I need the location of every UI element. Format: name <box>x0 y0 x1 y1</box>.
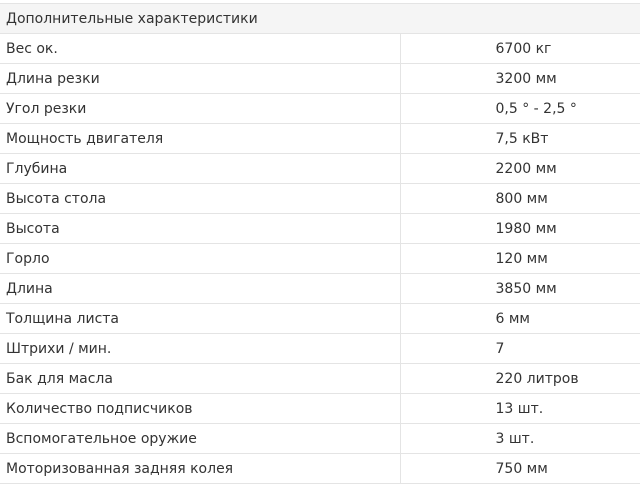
spec-label: Вес ок. <box>0 33 400 64</box>
spec-label: Длина резки <box>0 63 400 94</box>
spec-label: Высота <box>0 213 400 244</box>
spec-value: 7 <box>399 333 640 364</box>
spec-label: Горло <box>0 243 400 274</box>
table-row: Высота стола 800 мм <box>0 183 640 214</box>
spec-label: Длина <box>0 273 400 304</box>
spec-label: Моторизованная задняя колея <box>0 453 400 484</box>
spec-value: 2200 мм <box>399 153 640 184</box>
spec-value: 1980 мм <box>399 213 640 244</box>
table-header: Дополнительные характеристики <box>0 3 640 34</box>
table-row: Высота 1980 мм <box>0 213 640 244</box>
spec-label: Глубина <box>0 153 400 184</box>
specifications-table: Дополнительные характеристики Вес ок. 670… <box>0 3 640 484</box>
spec-label: Толщина листа <box>0 303 400 334</box>
spec-label: Количество подписчиков <box>0 393 400 424</box>
table-row: Горло 120 мм <box>0 243 640 274</box>
spec-label: Бак для масла <box>0 363 400 394</box>
table-row: Моторизованная задняя колея 750 мм <box>0 453 640 484</box>
table-row: Длина резки 3200 мм <box>0 63 640 94</box>
table-row: Вспомогательное оружие 3 шт. <box>0 423 640 454</box>
spec-label: Вспомогательное оружие <box>0 423 400 454</box>
table-row: Угол резки 0,5 ° - 2,5 ° <box>0 93 640 124</box>
table-row: Штрихи / мин. 7 <box>0 333 640 364</box>
spec-value: 3200 мм <box>399 63 640 94</box>
spec-value: 0,5 ° - 2,5 ° <box>399 93 640 124</box>
spec-value: 7,5 кВт <box>399 123 640 154</box>
table-row: Толщина листа 6 мм <box>0 303 640 334</box>
spec-value: 220 литров <box>399 363 640 394</box>
table-row: Вес ок. 6700 кг <box>0 33 640 64</box>
spec-value: 3 шт. <box>399 423 640 454</box>
spec-label: Мощность двигателя <box>0 123 400 154</box>
table-header-row: Дополнительные характеристики <box>0 3 640 34</box>
table-row: Количество подписчиков 13 шт. <box>0 393 640 424</box>
spec-label: Штрихи / мин. <box>0 333 400 364</box>
spec-value: 3850 мм <box>399 273 640 304</box>
spec-label: Высота стола <box>0 183 400 214</box>
spec-value: 6 мм <box>399 303 640 334</box>
spec-value: 800 мм <box>399 183 640 214</box>
spec-label: Угол резки <box>0 93 400 124</box>
table-row: Мощность двигателя 7,5 кВт <box>0 123 640 154</box>
spec-value: 120 мм <box>399 243 640 274</box>
spec-value: 13 шт. <box>399 393 640 424</box>
spec-value: 750 мм <box>399 453 640 484</box>
spec-value: 6700 кг <box>399 33 640 64</box>
table-row: Бак для масла 220 литров <box>0 363 640 394</box>
table-row: Глубина 2200 мм <box>0 153 640 184</box>
table-row: Длина 3850 мм <box>0 273 640 304</box>
